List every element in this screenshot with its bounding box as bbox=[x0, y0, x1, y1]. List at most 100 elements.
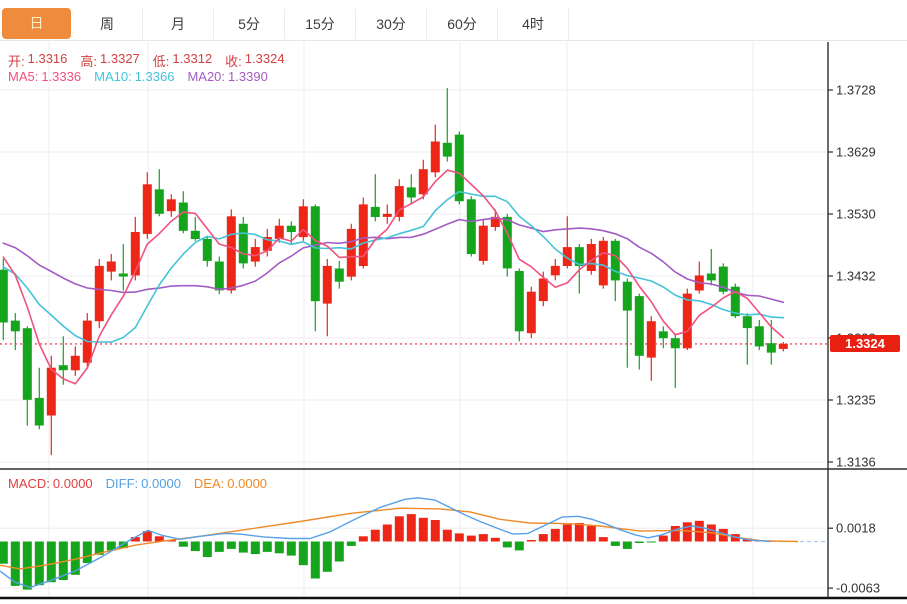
ohlc-legend-item: 收: 1.3324 bbox=[225, 51, 285, 69]
ohlc-legend-item: 开: 1.3316 bbox=[8, 51, 68, 69]
candle-down bbox=[34, 397, 44, 426]
macd-bar-negative bbox=[262, 541, 272, 552]
candle-down bbox=[118, 273, 128, 277]
price-tick-label: 1.3136 bbox=[836, 455, 876, 470]
macd-bar-negative bbox=[622, 541, 632, 549]
macd-bar-positive bbox=[538, 534, 548, 542]
macd-bar-positive bbox=[358, 536, 368, 542]
macd-bar-negative bbox=[58, 541, 68, 580]
candle-down bbox=[670, 338, 680, 349]
macd-bar-negative bbox=[106, 541, 116, 551]
macd-legend-item: DEA: 0.0000 bbox=[193, 476, 268, 491]
tab-60分[interactable]: 60分 bbox=[427, 9, 498, 39]
candle-down bbox=[442, 142, 452, 157]
tab-日[interactable]: 日 bbox=[2, 8, 71, 39]
candle-down bbox=[214, 261, 224, 291]
macd-bar-negative bbox=[10, 541, 20, 586]
macd-bar-positive bbox=[598, 537, 608, 542]
candle-down bbox=[610, 240, 620, 281]
candle-down bbox=[622, 281, 632, 311]
candle-up bbox=[358, 204, 368, 266]
macd-bar-positive bbox=[670, 526, 680, 542]
macd-bar-negative bbox=[70, 541, 80, 575]
candle-up bbox=[418, 169, 428, 195]
candle-up bbox=[166, 199, 176, 212]
candle-down bbox=[190, 230, 200, 239]
macd-bar-positive bbox=[526, 540, 536, 542]
candle-up bbox=[526, 291, 536, 334]
ohlc-legend-item: 高: 1.3327 bbox=[80, 51, 140, 69]
tab-周[interactable]: 周 bbox=[72, 9, 143, 39]
dea-line bbox=[0, 507, 799, 570]
tab-4时[interactable]: 4时 bbox=[498, 9, 569, 39]
candle-down bbox=[22, 328, 32, 400]
macd-bar-negative bbox=[22, 541, 32, 590]
candle-down bbox=[634, 296, 644, 356]
macd-histogram bbox=[0, 514, 776, 590]
ma-legend-item: MA10: 1.3366 bbox=[94, 69, 175, 84]
macd-bar-negative bbox=[334, 541, 344, 562]
macd-legend-item: MACD: 0.0000 bbox=[8, 476, 93, 491]
macd-bar-positive bbox=[490, 537, 500, 542]
candle-down bbox=[706, 273, 716, 281]
candle-up bbox=[598, 240, 608, 286]
candle-up bbox=[586, 244, 596, 271]
ma-legend-item: MA20: 1.3390 bbox=[187, 69, 268, 84]
candle-down bbox=[454, 134, 464, 202]
macd-bar-positive bbox=[418, 517, 428, 542]
candle-down bbox=[730, 286, 740, 317]
diff-line bbox=[0, 497, 771, 589]
ohlc-legend: 开: 1.3316 高: 1.3327 低: 1.3312 收: 1.3324 bbox=[8, 51, 285, 70]
price-tick-label: 1.3530 bbox=[836, 207, 876, 222]
macd-bar-positive bbox=[130, 537, 140, 542]
tab-30分[interactable]: 30分 bbox=[356, 9, 427, 39]
price-axis-labels: 1.37281.36291.35301.34321.33331.32351.31… bbox=[828, 83, 876, 470]
macd-bar-negative bbox=[82, 541, 92, 563]
candle-down bbox=[58, 365, 68, 371]
macd-legend: MACD: 0.0000 DIFF: 0.0000 DEA: 0.0000 bbox=[8, 476, 267, 491]
candle-down bbox=[370, 206, 380, 217]
candle-down bbox=[238, 223, 248, 264]
candle-up bbox=[262, 237, 272, 251]
macd-bar-negative bbox=[46, 541, 56, 583]
macd-bar-positive bbox=[658, 535, 668, 542]
axis-frame bbox=[0, 42, 907, 600]
macd-bar-positive bbox=[586, 526, 596, 542]
tab-5分[interactable]: 5分 bbox=[214, 9, 285, 39]
macd-bar-negative bbox=[310, 541, 320, 579]
ma10-line bbox=[2, 190, 785, 343]
candle-down bbox=[466, 199, 476, 254]
macd-bar-negative bbox=[514, 541, 524, 551]
macd-bar-positive bbox=[550, 528, 560, 542]
candle-down bbox=[742, 316, 752, 329]
macd-axis-labels: 0.0018 -0.0063 bbox=[828, 521, 880, 596]
candle-down bbox=[310, 206, 320, 302]
macd-bar-negative bbox=[118, 541, 128, 549]
candle-up bbox=[394, 186, 404, 217]
macd-bar-positive bbox=[166, 540, 176, 542]
macd-bar-positive bbox=[454, 533, 464, 542]
candle-up bbox=[142, 184, 152, 234]
macd-tick-label: -0.0063 bbox=[836, 581, 880, 596]
macd-bar-negative bbox=[214, 541, 224, 552]
candle-down bbox=[202, 238, 212, 261]
candle-down bbox=[406, 187, 416, 198]
macd-bar-negative bbox=[322, 541, 332, 572]
candle-down bbox=[514, 271, 524, 332]
macd-bar-positive bbox=[442, 529, 452, 542]
tab-15分[interactable]: 15分 bbox=[285, 9, 356, 39]
macd-bar-positive bbox=[394, 516, 404, 542]
macd-bar-positive bbox=[430, 520, 440, 542]
tab-月[interactable]: 月 bbox=[143, 9, 214, 39]
ma-legend: MA5: 1.3336 MA10: 1.3366 MA20: 1.3390 bbox=[8, 69, 268, 84]
candle-up bbox=[70, 355, 80, 371]
candle-up bbox=[490, 216, 500, 227]
candle-up bbox=[430, 141, 440, 173]
macd-legend-item: DIFF: 0.0000 bbox=[105, 476, 181, 491]
candle-up bbox=[130, 232, 140, 276]
candle-down bbox=[334, 268, 344, 282]
macd-bar-positive bbox=[574, 523, 584, 542]
ohlc-legend-item: 低: 1.3312 bbox=[152, 51, 213, 69]
macd-bar-positive bbox=[682, 522, 692, 542]
